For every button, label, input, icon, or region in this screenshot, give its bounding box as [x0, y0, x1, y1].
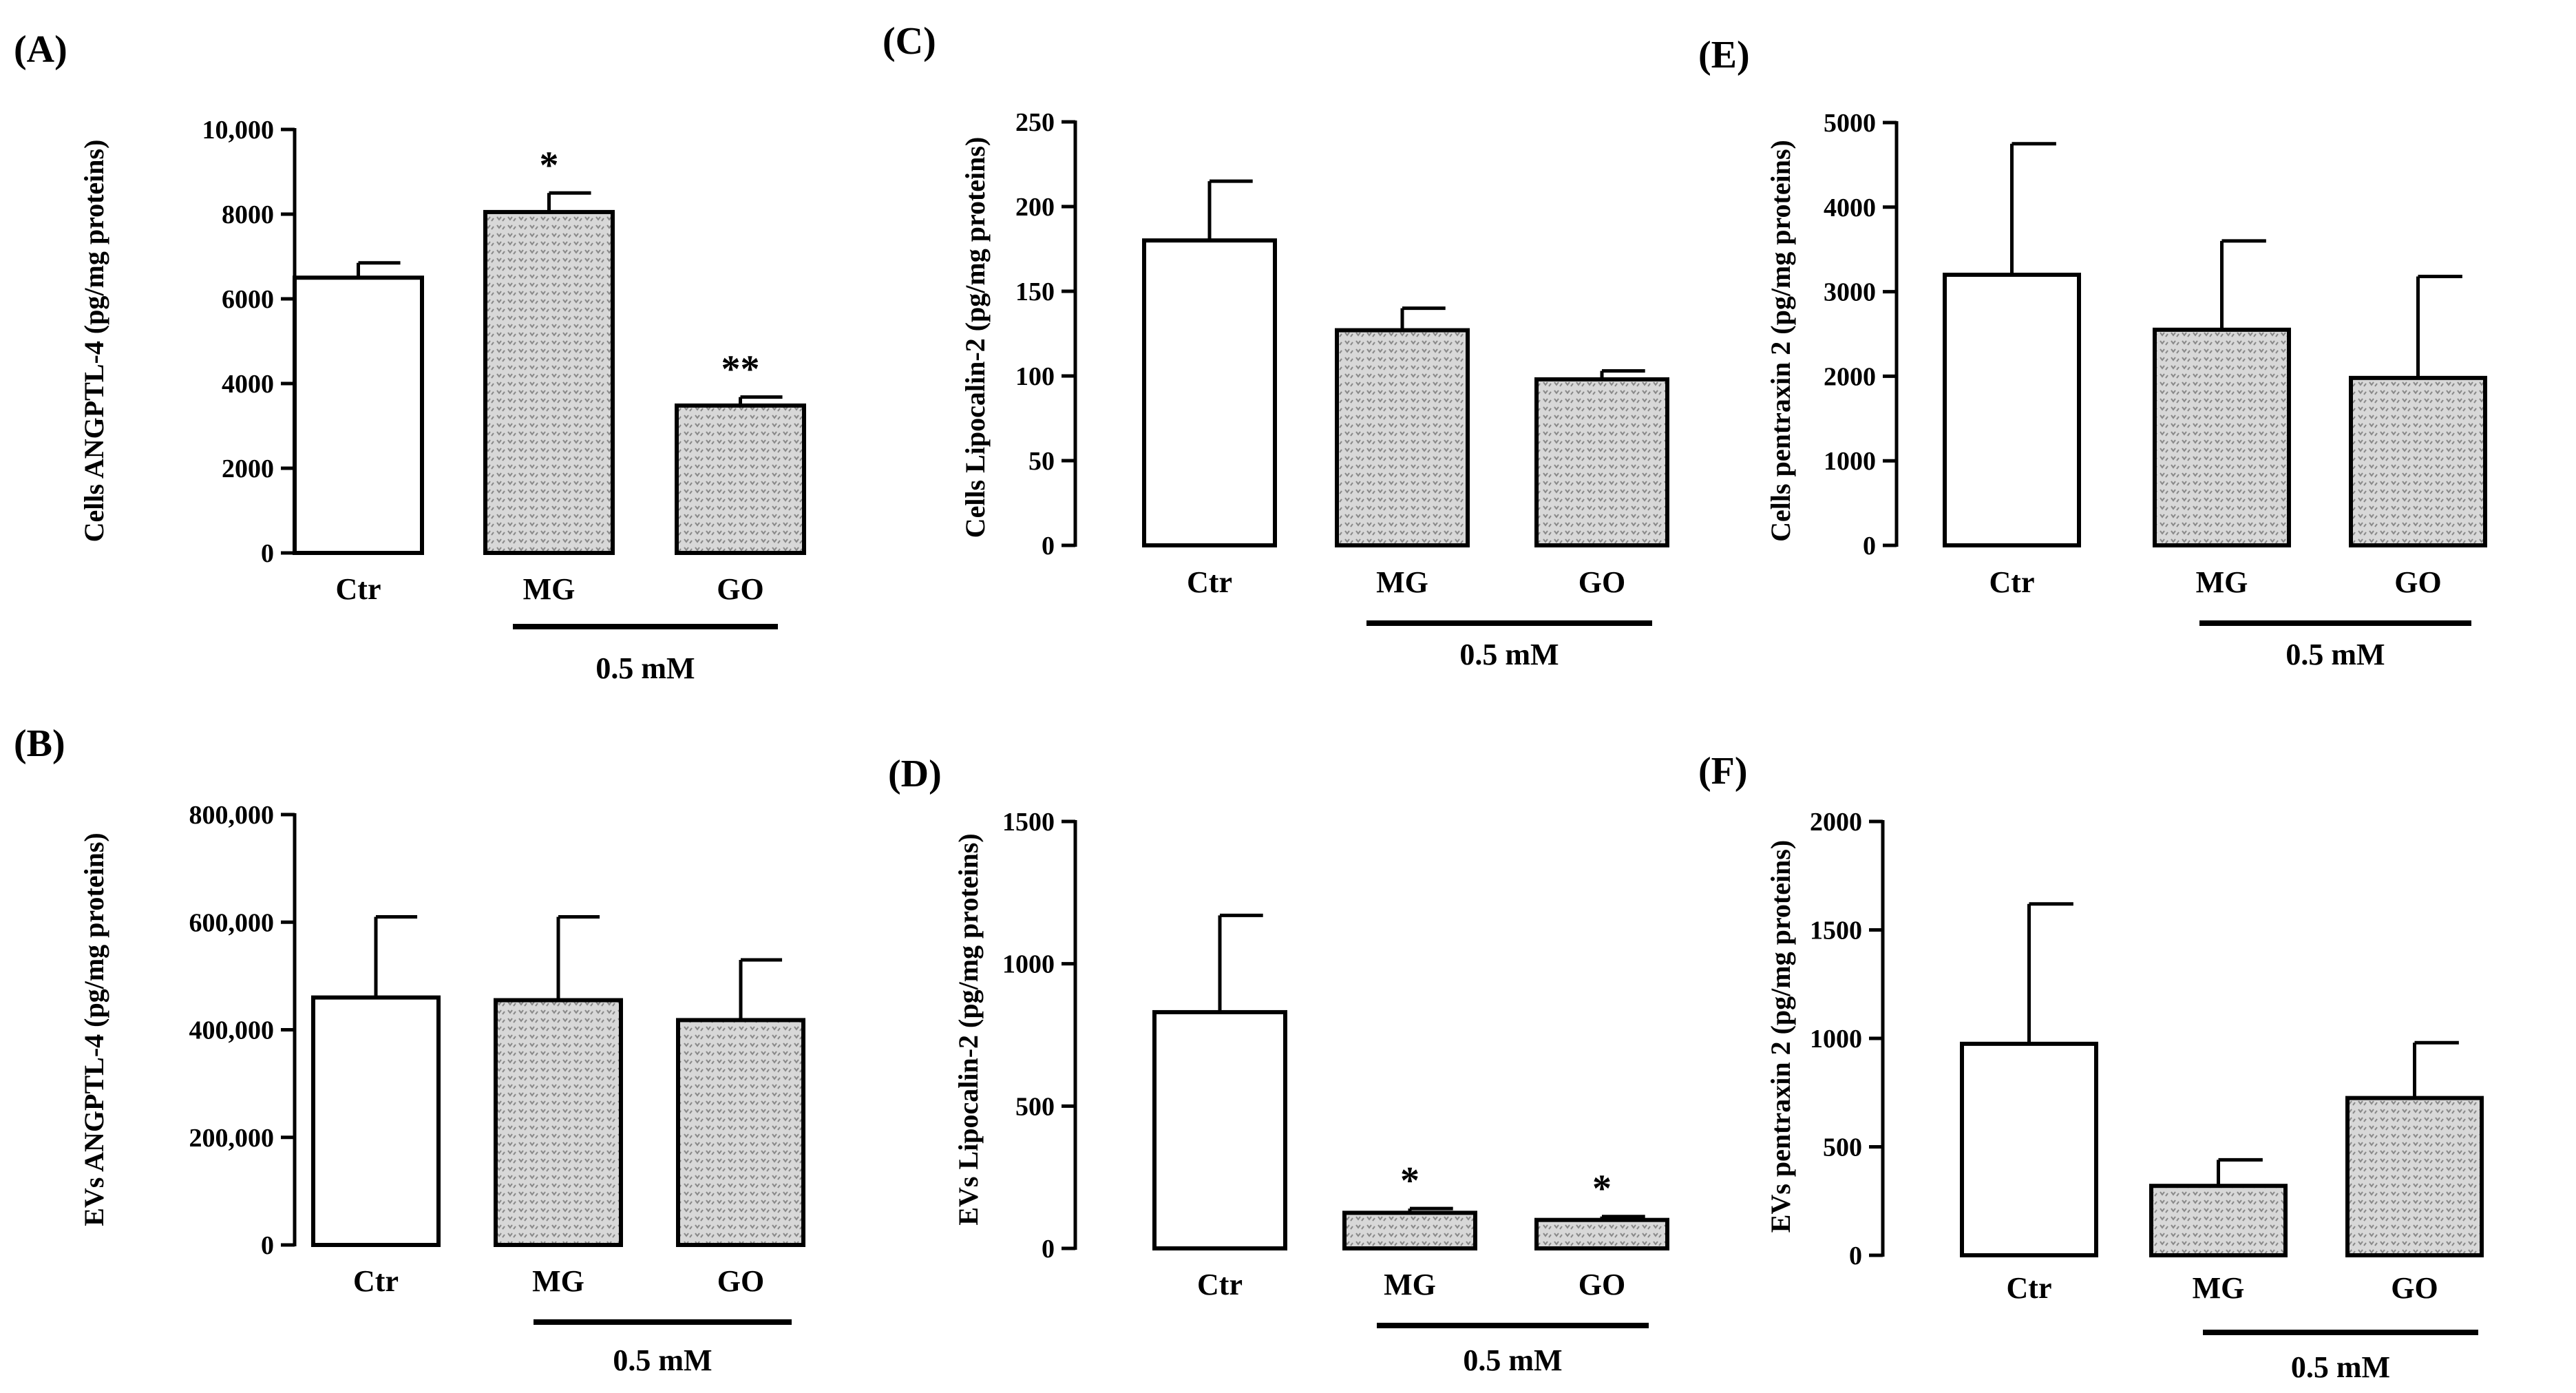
significance-mark: *: [1592, 1168, 1612, 1211]
bar-go: [1534, 377, 1669, 547]
y-tick-label: 800,000: [189, 801, 275, 830]
panel-label: (B): [14, 722, 65, 765]
bar-go: [1534, 1217, 1669, 1250]
y-tick-label: 1000: [1824, 447, 1876, 476]
chart-panel-a: (A) Cells ANGPTL-4 (pg/mg proteins) 0 2000 4…: [14, 28, 806, 685]
x-category-label: MG: [532, 1264, 584, 1298]
y-tick-label: 4000: [222, 370, 274, 399]
x-category-label: GO: [717, 1264, 764, 1298]
x-category-label: Ctr: [1989, 565, 2035, 599]
x-category-label: Ctr: [353, 1264, 399, 1298]
bar-ctr: [1152, 1009, 1287, 1251]
bar-mg: [1335, 328, 1470, 547]
chart-panel-d: (D) EVs Lipocalin-2 (pg/mg proteins) 0 500 1…: [888, 753, 1669, 1377]
chart-panel-e: (E) Cells pentraxin 2 (pg/mg proteins) 0 10…: [1698, 34, 2487, 671]
y-tick-label: 10,000: [202, 116, 275, 145]
y-tick-label: 8000: [222, 200, 274, 229]
y-tick-label: 0: [261, 1231, 274, 1260]
x-category-label: Ctr: [1197, 1268, 1243, 1301]
y-tick-label: 100: [1015, 362, 1055, 391]
y-tick-label: 1500: [1810, 917, 1862, 945]
treatment-label: 0.5 mM: [1463, 1343, 1562, 1377]
x-category-label: Ctr: [1187, 565, 1232, 599]
bar-mg: [1342, 1211, 1477, 1251]
bar-go: [2345, 1096, 2484, 1257]
chart-panel-c: (C) Cells Lipocalin-2 (pg/mg proteins) 0 50…: [883, 20, 1669, 671]
y-tick-label: 2000: [1810, 808, 1862, 837]
bar-ctr: [311, 995, 441, 1247]
x-category-label: GO: [2394, 565, 2441, 599]
y-tick-label: 1000: [1002, 950, 1055, 979]
y-tick-label: 5000: [1824, 109, 1876, 138]
y-tick-label: 200: [1015, 193, 1055, 222]
y-tick-label: 2000: [1824, 362, 1876, 391]
x-category-label: MG: [523, 572, 576, 606]
panel-label: (F): [1698, 750, 1748, 793]
y-axis-label: Cells Lipocalin-2 (pg/mg proteins): [960, 137, 991, 538]
y-tick-label: 200,000: [189, 1124, 275, 1153]
y-tick-label: 0: [1863, 532, 1876, 561]
panel-label: (A): [14, 28, 67, 71]
x-category-label: Ctr: [336, 572, 381, 606]
y-axis-label: EVs ANGPTL-4 (pg/mg proteins): [78, 832, 109, 1226]
bar-mg: [2153, 327, 2291, 547]
y-tick-label: 600,000: [189, 908, 275, 937]
chart-panel-b: (B) EVs ANGPTL-4 (pg/mg proteins) 0 200,000…: [14, 722, 805, 1377]
x-category-label: GO: [717, 572, 763, 606]
y-axis-label: EVs Lipocalin-2 (pg/mg proteins): [953, 833, 984, 1225]
y-tick-label: 6000: [222, 285, 274, 314]
y-tick-label: 1000: [1810, 1025, 1862, 1054]
bar-go: [676, 1018, 805, 1247]
significance-mark: *: [1400, 1160, 1419, 1202]
bar-mg: [494, 998, 623, 1247]
x-category-label: Ctr: [2007, 1271, 2052, 1305]
y-axis-label: EVs pentraxin 2 (pg/mg proteins): [1765, 840, 1796, 1233]
y-tick-label: 250: [1015, 108, 1055, 137]
y-tick-label: 0: [1042, 532, 1055, 561]
y-tick-label: 2000: [222, 454, 274, 483]
x-category-label: GO: [1579, 565, 1625, 599]
y-tick-label: 0: [261, 539, 274, 568]
y-tick-label: 150: [1015, 277, 1055, 306]
y-tick-label: 50: [1028, 447, 1055, 476]
treatment-label: 0.5 mM: [2291, 1350, 2390, 1384]
y-tick-label: 4000: [1824, 193, 1876, 222]
bar-ctr: [1142, 238, 1277, 547]
y-tick-label: 0: [1042, 1235, 1055, 1264]
x-category-label: MG: [1384, 1268, 1436, 1301]
panel-label: (E): [1698, 34, 1750, 76]
panel-label: (D): [888, 753, 942, 795]
bar-ctr: [1960, 1041, 2098, 1257]
bar-ctr: [1943, 273, 2081, 547]
y-tick-label: 400,000: [189, 1016, 275, 1045]
x-category-label: MG: [1376, 565, 1428, 599]
y-axis-label: Cells ANGPTL-4 (pg/mg proteins): [78, 140, 109, 543]
y-tick-label: 1500: [1002, 808, 1055, 837]
treatment-label: 0.5 mM: [1459, 638, 1559, 671]
bar-ctr: [293, 275, 424, 555]
x-category-label: MG: [2196, 565, 2248, 599]
treatment-label: 0.5 mM: [613, 1343, 712, 1377]
treatment-label: 0.5 mM: [2285, 638, 2385, 671]
bar-go: [2349, 375, 2487, 548]
x-category-label: GO: [1579, 1268, 1625, 1301]
y-tick-label: 500: [1015, 1092, 1055, 1121]
treatment-label: 0.5 mM: [595, 651, 695, 685]
panel-label: (C): [883, 20, 936, 63]
y-tick-label: 0: [1849, 1242, 1862, 1270]
bar-mg: [483, 209, 615, 555]
y-tick-label: 3000: [1824, 278, 1876, 307]
bar-mg: [2149, 1184, 2288, 1257]
significance-mark: *: [540, 144, 559, 187]
y-tick-label: 500: [1823, 1133, 1862, 1162]
chart-panel-f: (F) EVs pentraxin 2 (pg/mg proteins) 0 500 1…: [1698, 750, 2484, 1384]
x-category-label: MG: [2193, 1271, 2245, 1305]
significance-mark: **: [721, 348, 760, 391]
x-category-label: GO: [2391, 1271, 2438, 1305]
y-axis-label: Cells pentraxin 2 (pg/mg proteins): [1765, 140, 1796, 542]
bar-go: [675, 403, 806, 555]
